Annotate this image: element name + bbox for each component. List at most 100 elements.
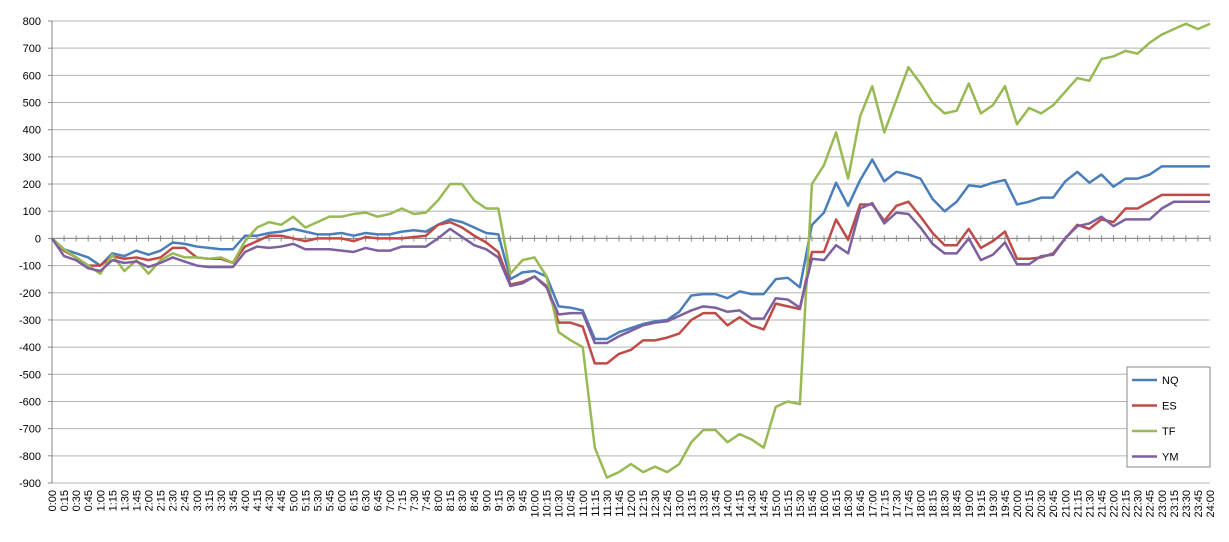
x-tick-label: 8:30 <box>457 490 469 511</box>
x-tick-label: 15:45 <box>807 490 819 518</box>
x-tick-label: 20:15 <box>1024 490 1036 518</box>
x-tick-label: 15:00 <box>771 490 783 518</box>
y-tick-label: -500 <box>19 369 41 381</box>
legend-label: TF <box>1162 426 1176 438</box>
x-tick-label: 10:00 <box>530 490 542 518</box>
x-tick-label: 19:00 <box>964 490 976 518</box>
legend-label: ES <box>1162 401 1177 413</box>
y-tick-label: 800 <box>23 16 41 28</box>
x-tick-label: 22:15 <box>1121 490 1133 518</box>
x-tick-label: 9:00 <box>481 490 493 511</box>
y-tick-label: -400 <box>19 342 41 354</box>
x-tick-label: 6:30 <box>361 490 373 511</box>
x-tick-label: 4:45 <box>276 490 288 511</box>
series-line <box>51 158 1210 341</box>
y-tick-label: 500 <box>23 98 41 110</box>
x-tick-label: 12:30 <box>650 490 662 518</box>
x-tick-label: 16:15 <box>831 490 843 518</box>
x-tick-label: 7:30 <box>409 490 421 511</box>
x-tick-label: 10:15 <box>542 490 554 518</box>
y-tick-label: 300 <box>23 152 41 164</box>
x-tick-label: 16:45 <box>855 490 867 518</box>
x-tick-label: 2:30 <box>168 490 180 511</box>
x-tick-label: 8:15 <box>445 490 457 511</box>
x-tick-label: 12:00 <box>626 490 638 518</box>
y-tick-label: -700 <box>19 424 41 436</box>
x-tick-label: 0:00 <box>47 490 59 511</box>
x-tick-label: 3:15 <box>204 490 216 511</box>
x-tick-label: 21:30 <box>1084 490 1096 518</box>
series-line <box>51 22 1211 479</box>
x-tick-label: 17:30 <box>891 490 903 518</box>
x-tick-label: 5:15 <box>300 490 312 511</box>
x-tick-label: 6:45 <box>373 490 385 511</box>
series-line <box>51 193 1210 365</box>
x-tick-label: 14:00 <box>723 490 735 518</box>
x-tick-label: 16:30 <box>843 490 855 518</box>
x-tick-label: 11:00 <box>578 490 590 517</box>
x-tick-label: 18:00 <box>916 490 928 518</box>
x-tick-label: 22:00 <box>1109 490 1121 518</box>
x-tick-label: 19:45 <box>1000 490 1012 518</box>
x-tick-label: 24:00 <box>1205 490 1217 518</box>
x-tick-label: 8:45 <box>469 490 481 511</box>
x-tick-label: 0:15 <box>59 490 71 511</box>
x-tick-label: 1:00 <box>95 490 107 511</box>
x-tick-label: 11:15 <box>590 490 602 517</box>
y-tick-label: 100 <box>23 206 41 218</box>
x-tick-label: 9:15 <box>493 490 505 511</box>
x-tick-label: 6:15 <box>349 490 361 511</box>
x-tick-label: 20:30 <box>1036 490 1048 518</box>
x-tick-label: 7:45 <box>421 490 433 511</box>
x-tick-label: 15:30 <box>795 490 807 518</box>
x-tick-label: 2:45 <box>180 490 192 511</box>
y-tick-label: 400 <box>23 125 41 137</box>
x-tick-label: 17:00 <box>867 490 879 518</box>
legend-label: YM <box>1162 452 1179 464</box>
x-tick-label: 9:45 <box>517 490 529 511</box>
x-tick-label: 12:15 <box>638 490 650 518</box>
x-tick-label: 13:00 <box>674 490 686 518</box>
x-tick-label: 8:00 <box>433 490 445 511</box>
x-tick-label: 23:45 <box>1193 490 1205 518</box>
x-tick-label: 5:45 <box>324 490 336 511</box>
x-tick-label: 17:15 <box>879 490 891 518</box>
y-tick-label: 200 <box>23 179 41 191</box>
x-tick-label: 3:45 <box>228 490 240 511</box>
y-tick-label: -200 <box>19 288 41 300</box>
x-tick-label: 4:00 <box>240 490 252 511</box>
x-tick-label: 14:45 <box>759 490 771 518</box>
x-tick-label: 11:45 <box>614 490 626 517</box>
x-tick-label: 9:30 <box>505 490 517 511</box>
x-tick-label: 12:45 <box>662 490 674 518</box>
x-tick-label: 11:30 <box>602 490 614 517</box>
x-tick-label: 21:45 <box>1096 490 1108 518</box>
x-tick-label: 22:45 <box>1145 490 1157 518</box>
x-tick-label: 10:45 <box>566 490 578 518</box>
legend-box <box>1126 366 1211 468</box>
x-tick-label: 20:00 <box>1012 490 1024 518</box>
x-tick-label: 2:15 <box>156 490 168 511</box>
x-tick-label: 22:30 <box>1133 490 1145 518</box>
x-tick-label: 19:30 <box>988 490 1000 518</box>
x-tick-label: 14:15 <box>735 490 747 518</box>
x-tick-label: 4:15 <box>252 490 264 511</box>
x-tick-label: 13:30 <box>698 490 710 518</box>
x-tick-label: 17:45 <box>903 490 915 518</box>
y-tick-label: -100 <box>19 261 41 273</box>
x-tick-label: 15:15 <box>783 490 795 518</box>
x-tick-label: 23:15 <box>1169 490 1181 518</box>
x-tick-label: 13:45 <box>710 490 722 518</box>
x-tick-label: 20:45 <box>1048 490 1060 518</box>
legend-label: NQ <box>1162 375 1179 387</box>
x-tick-label: 5:30 <box>312 490 324 511</box>
x-tick-label: 18:15 <box>928 490 940 518</box>
x-tick-label: 23:30 <box>1181 490 1193 518</box>
x-tick-label: 10:30 <box>554 490 566 518</box>
x-tick-label: 0:45 <box>83 490 95 511</box>
series-line <box>50 200 1210 345</box>
x-tick-label: 18:30 <box>940 490 952 518</box>
x-tick-label: 1:15 <box>107 490 119 511</box>
x-tick-label: 2:00 <box>144 490 156 511</box>
